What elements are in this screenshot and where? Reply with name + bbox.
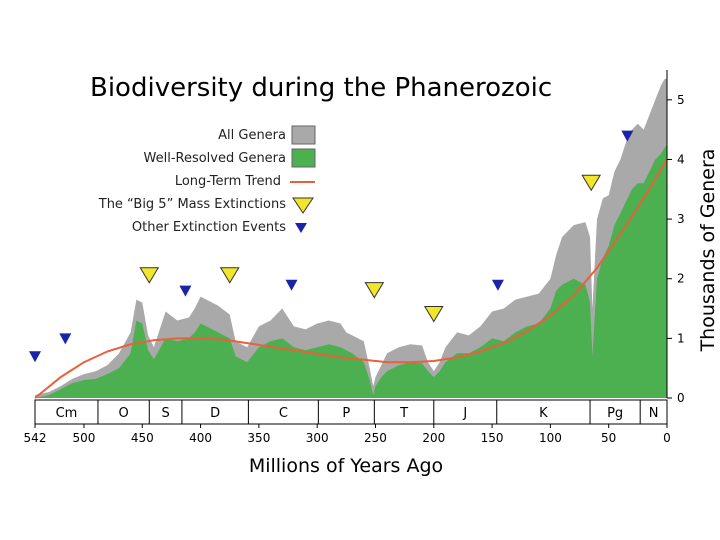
x-tick-label: 250: [364, 431, 387, 445]
big5-extinction-marker: [581, 174, 602, 192]
x-tick-label: 500: [73, 431, 96, 445]
x-tick-label: 50: [601, 431, 616, 445]
other-extinction-marker: [29, 351, 41, 363]
period-label: C: [279, 406, 288, 421]
plot-area: [34, 78, 668, 399]
period-label: D: [210, 406, 220, 421]
period-label: K: [539, 406, 548, 421]
x-tick-label: 450: [131, 431, 154, 445]
y-tick-label: 4: [677, 152, 685, 166]
x-tick-label: 100: [539, 431, 562, 445]
legend-swatch-other-triangle: [295, 223, 307, 233]
other-extinction-marker: [621, 130, 634, 142]
period-label: N: [649, 406, 659, 421]
x-axis-label: Millions of Years Ago: [249, 455, 443, 477]
x-tick-label: 542: [24, 431, 47, 445]
legend-label-all-genera: All Genera: [218, 128, 286, 143]
legend-swatch-all-genera: [291, 125, 316, 145]
big5-extinction-marker: [219, 267, 240, 284]
y-axis-ticks: 0 1 2 3 4 5: [667, 93, 685, 405]
legend-label-well-resolved: Well-Resolved Genera: [144, 151, 287, 166]
y-tick-label: 1: [677, 331, 685, 345]
y-tick-label: 2: [677, 272, 685, 286]
legend-item-other-events: Other Extinction Events: [132, 220, 307, 235]
other-extinction-marker: [179, 285, 192, 297]
legend-swatch-well-resolved: [291, 148, 316, 168]
y-tick-label: 5: [677, 93, 685, 107]
all-genera-area: [35, 78, 667, 399]
legend-item-big5: The “Big 5” Mass Extinctions: [98, 197, 314, 214]
other-extinction-marker: [285, 279, 298, 291]
big5-extinction-marker: [364, 282, 385, 299]
legend-swatch-big5-triangle: [292, 197, 314, 214]
legend-label-long-term-trend: Long-Term Trend: [175, 174, 281, 189]
x-tick-label: 350: [247, 431, 270, 445]
x-tick-label: 0: [663, 431, 671, 445]
big5-extinction-marker: [139, 267, 160, 284]
other-extinction-marker: [491, 279, 504, 291]
y-tick-label: 0: [677, 391, 685, 405]
period-label: S: [161, 406, 169, 421]
period-label: J: [462, 406, 467, 421]
x-tick-label: 150: [481, 431, 504, 445]
y-tick-label: 3: [677, 212, 685, 226]
long-term-trend-line: [34, 158, 668, 399]
period-label: Pg: [607, 406, 623, 421]
x-tick-label: 400: [189, 431, 212, 445]
legend-item-all-genera: All Genera: [218, 125, 316, 145]
y-axis-label: Thousands of Genera: [697, 149, 719, 353]
geologic-period-bar: Cm O S D C P T J K Pg N: [34, 399, 668, 425]
other-extinction-marker: [59, 333, 72, 345]
extinction-event-markers: [29, 130, 634, 363]
legend-label-big5: The “Big 5” Mass Extinctions: [98, 197, 286, 212]
period-label: P: [342, 406, 350, 421]
period-label: Cm: [56, 406, 78, 421]
legend: All Genera Well-Resolved Genera Long-Ter…: [98, 125, 316, 235]
x-tick-label: 200: [422, 431, 445, 445]
period-bar-frame: [34, 399, 668, 425]
x-axis-ticks: 542 500 450 400 350 300 250 200 150 100 50 0: [24, 424, 671, 445]
x-tick-label: 300: [306, 431, 329, 445]
legend-item-well-resolved: Well-Resolved Genera: [144, 148, 316, 168]
big5-extinction-marker: [423, 306, 444, 323]
period-label: T: [399, 406, 408, 421]
well-resolved-genera-area: [35, 144, 667, 398]
period-label: O: [119, 406, 129, 421]
legend-label-other-events: Other Extinction Events: [132, 220, 286, 235]
legend-item-long-term-trend: Long-Term Trend: [175, 174, 315, 189]
chart-title: Biodiversity during the Phanerozoic: [90, 73, 552, 103]
